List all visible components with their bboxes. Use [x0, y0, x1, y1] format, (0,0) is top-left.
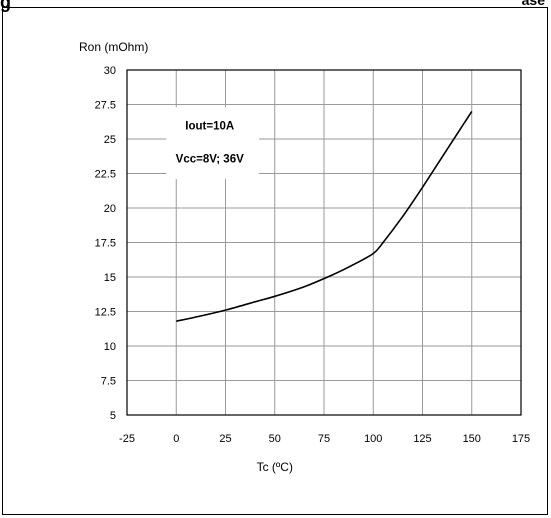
y-tick-label: 15 — [104, 272, 116, 284]
x-tick-label: 0 — [173, 433, 179, 445]
x-tick-label: 50 — [269, 433, 281, 445]
x-tick-label: 25 — [219, 433, 231, 445]
x-tick-label: 75 — [318, 433, 330, 445]
y-tick-label: 10 — [104, 341, 116, 353]
annotation-box — [166, 107, 259, 180]
y-tick-label: 20 — [104, 203, 116, 215]
series-line — [176, 110, 473, 322]
y-tick-label: 7.5 — [101, 376, 116, 388]
x-tick-label: -25 — [119, 433, 135, 445]
y-tick-label: 22.5 — [95, 169, 116, 181]
x-tick-label: 125 — [413, 433, 431, 445]
x-tick-labels: -25 0 25 50 75 100 125 150 175 — [119, 433, 530, 445]
x-axis-label: Tc (ºC) — [257, 460, 293, 474]
y-tick-label: 27.5 — [95, 100, 116, 112]
plot-area-border — [126, 69, 522, 416]
header-fragment-right: ase — [521, 0, 545, 8]
x-tick-label: 100 — [364, 433, 382, 445]
annotation-voltage: Vcc=8V; 36V — [176, 153, 244, 165]
y-tick-label: 5 — [110, 410, 116, 422]
x-tick-label: 150 — [463, 433, 481, 445]
y-tick-label: 12.5 — [95, 307, 116, 319]
y-axis-label: Ron (mOhm) — [79, 40, 148, 54]
y-tick-labels: 5 7.5 10 12.5 15 17.5 20 22.5 25 27.5 30 — [95, 65, 116, 422]
y-tick-label: 17.5 — [95, 238, 116, 250]
x-tick-label: 175 — [512, 433, 530, 445]
y-tick-label: 25 — [104, 134, 116, 146]
y-tick-label: 30 — [104, 65, 116, 77]
header-fragment-left: g — [0, 0, 11, 12]
annotation-current: Iout=10A — [185, 120, 234, 132]
